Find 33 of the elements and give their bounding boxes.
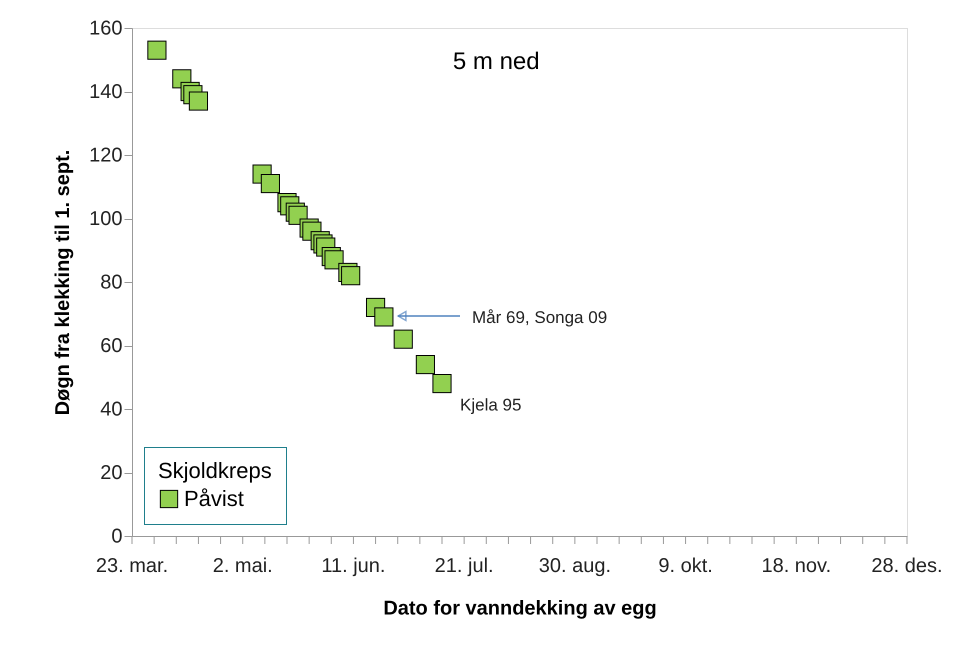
point [147,40,166,60]
legend-label: Påvist [184,486,244,511]
point [324,250,344,270]
point [394,330,413,349]
point [432,374,452,394]
y-tick-label: 140 [89,81,122,103]
point [341,266,360,286]
annotation: Mår 69, Songa 09 [472,308,608,327]
y-tick-label: 20 [100,462,122,484]
annotation: 5 m ned [452,48,540,75]
x-tick-label: 2. mai. [212,555,273,577]
y-tick-label: 60 [100,335,122,357]
point [374,307,394,327]
y-tick-label: 160 [89,18,122,40]
x-tick-label: 21. jul. [434,555,494,577]
annotation: Kjela 95 [460,396,522,415]
point [188,91,208,111]
y-tick-label: 40 [100,398,122,420]
x-tick-label: 18. nov. [761,555,832,577]
point [416,354,435,374]
y-tick-label: 0 [111,526,122,548]
x-tick-label: 30. aug. [538,555,612,577]
point [260,174,280,194]
y-axis-title: Døgn fra klekking til 1. sept. [52,150,74,416]
y-tick-label: 80 [100,272,122,294]
x-tick-label: 28. des. [871,555,943,577]
x-axis-title: Dato for vanndekking av egg [383,598,657,620]
x-tick-label: 11. jun. [321,555,386,577]
legend-title: Skjoldkreps [158,458,272,483]
x-tick-label: 9. okt. [658,555,713,577]
x-tick-label: 23. mar. [96,555,168,577]
y-tick-label: 120 [89,144,122,166]
y-tick-label: 100 [89,208,122,230]
